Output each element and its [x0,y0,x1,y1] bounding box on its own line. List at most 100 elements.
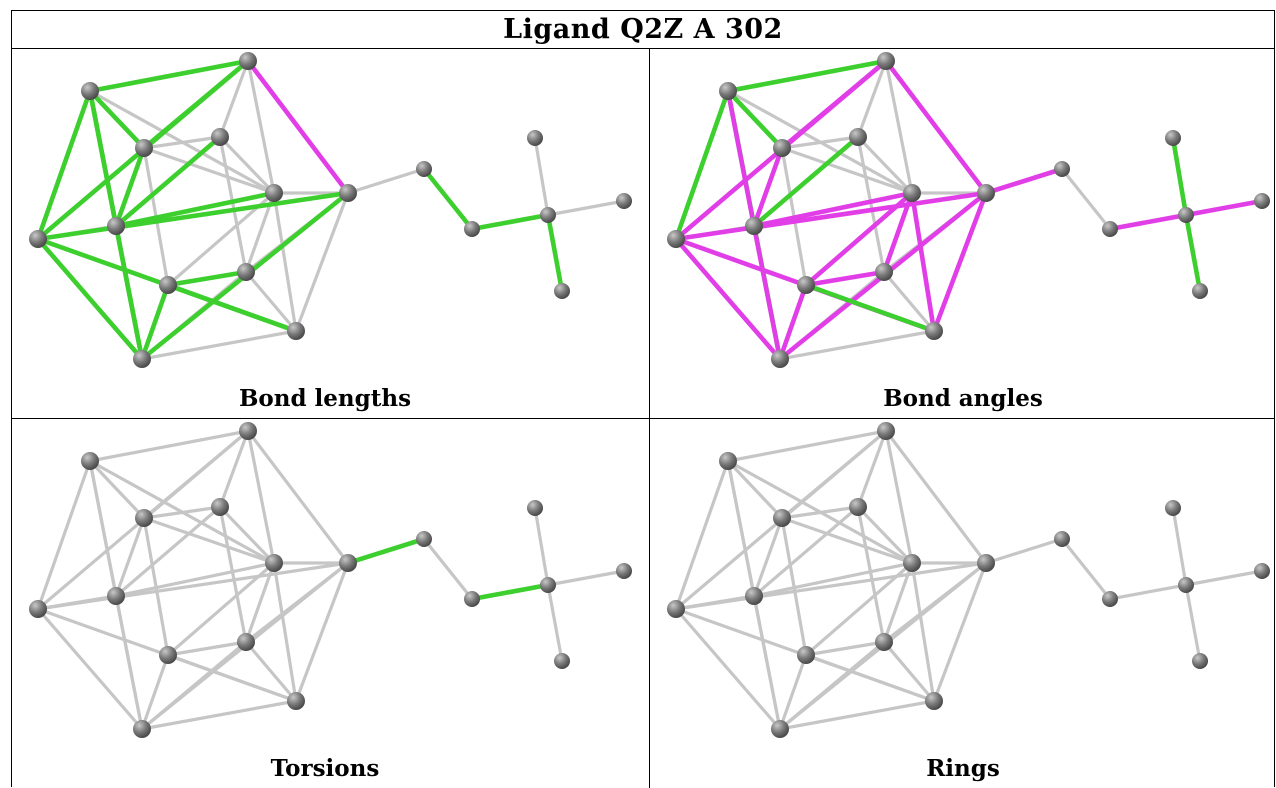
atom-c2 [239,52,257,70]
atom-c2 [239,422,257,440]
bond-c9-c11 [882,270,936,333]
bond-c6-c9 [778,699,936,731]
atom-c11 [875,633,893,651]
bond-c2-c8 [856,59,888,139]
atom-l2 [464,591,480,607]
bond-q-m3 [546,199,626,217]
atom-c6 [133,720,151,738]
bond-c5-c8 [114,505,222,598]
atom-m2 [1192,653,1208,669]
bond-c10-c12 [804,561,914,657]
bond-c5-c12 [113,190,277,229]
atom-c12 [903,184,921,202]
figure-frame: Ligand Q2Z A 302 Bond lengths Bond angle… [11,10,1276,788]
atom-c4 [773,139,791,157]
atom-m1 [527,500,543,516]
bond-c5-c8 [752,505,860,598]
atom-l1 [416,531,432,547]
bond-c3-c6 [673,236,783,362]
bond-c4-c5 [751,145,785,229]
atom-c3 [29,600,47,618]
atom-c1 [719,452,737,470]
bond-c4-c5 [114,516,146,598]
atom-c6 [771,350,789,368]
bond-c4-c12 [780,516,914,565]
atom-c9 [925,692,943,710]
bond-c9-c12 [909,190,937,334]
bond-c7-l1 [346,167,426,195]
bond-c5-c8 [113,134,223,229]
atom-c3 [667,230,685,248]
bond-c6-c9 [140,329,298,361]
bond-c1-c2 [88,429,250,463]
bond-c8-c11 [856,135,886,274]
bond-q-m1 [1171,506,1188,587]
bond-c6-c9 [778,329,936,361]
bond-c3-c7 [673,190,989,242]
bond-c9-c10 [166,653,298,703]
atom-m2 [554,653,570,669]
molecule-diagram-torsions [29,422,632,738]
atom-c6 [771,720,789,738]
bond-c6-c10 [778,653,808,731]
bond-c10-c12 [803,190,915,288]
atom-c7 [339,554,357,572]
bond-c5-c12 [114,561,276,598]
bond-q-m3 [546,569,626,587]
bond-c7-c9 [931,190,989,334]
bond-c2-c12 [884,429,914,565]
bond-q-m1 [1170,135,1189,218]
bond-c1-c4 [87,88,147,151]
atom-c4 [135,139,153,157]
bond-c4-c12 [142,146,276,195]
bond-c7-l1 [984,537,1064,565]
panel-rings: Rings [650,419,1276,788]
atom-c7 [977,554,995,572]
bond-c6-c9 [140,699,298,731]
atom-q [540,577,556,593]
bond-c2-c12 [246,59,276,195]
bond-c2-c4 [779,58,889,151]
atom-c11 [237,633,255,651]
bond-c1-c5 [725,88,757,229]
bond-c10-c11 [804,640,886,657]
bond-c4-c8 [142,135,222,150]
atom-c2 [877,52,895,70]
bond-c2-c8 [856,429,888,509]
panel-torsions: Torsions [12,419,638,788]
bond-c7-c9 [932,561,988,703]
atom-m3 [616,563,632,579]
bond-l2-q [1108,583,1188,601]
bond-c4-c12 [142,516,276,565]
bond-c7-c9 [294,191,350,333]
bond-c1-c3 [673,88,731,242]
atom-l1 [1054,161,1070,177]
bond-c9-c12 [910,561,936,703]
atom-c8 [849,498,867,516]
atom-c1 [81,82,99,100]
atom-m2 [554,283,570,299]
bond-c2-c8 [218,429,250,509]
bond-c7-l1 [345,536,427,566]
bond-l2-q [1107,212,1189,232]
bond-c1-c4 [88,459,146,520]
bond-q-m2 [545,212,565,294]
bond-c1-c3 [35,88,93,242]
bond-q-m3 [1184,569,1264,587]
bond-c2-c4 [780,429,888,520]
bond-c9-c12 [272,191,298,333]
bond-c9-c10 [165,282,299,334]
atom-c1 [719,82,737,100]
atom-c12 [265,554,283,572]
bond-c10-c11 [803,269,887,288]
atom-c4 [135,509,153,527]
bond-c3-c6 [35,236,145,362]
bond-c2-c12 [246,429,276,565]
panel-bond-angles: Bond angles [650,49,1276,418]
bond-c5-c8 [751,134,861,229]
bond-c1-c4 [726,459,784,520]
title-row: Ligand Q2Z A 302 [12,11,1274,49]
bond-c2-c4 [142,429,250,520]
bond-c1-c3 [674,459,730,611]
bond-q-m2 [1183,212,1203,294]
